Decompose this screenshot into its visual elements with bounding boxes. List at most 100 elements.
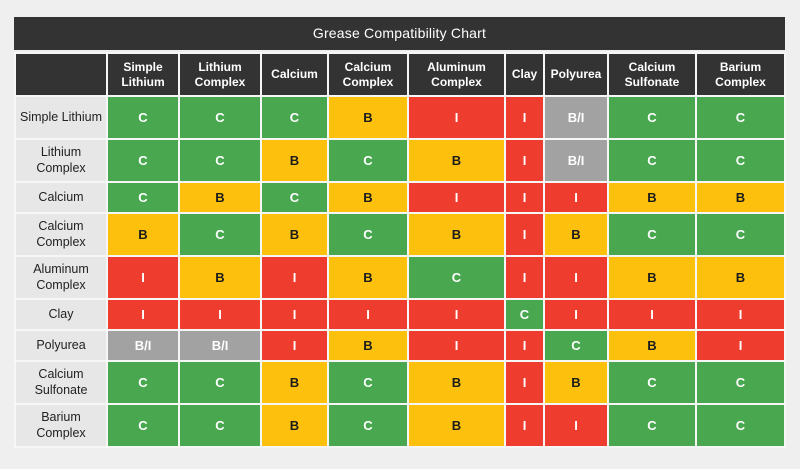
compat-cell-lithium-complex--lithium-complex: C [178,138,262,183]
compat-cell-polyurea--calcium: I [260,329,329,362]
compat-cell-polyurea--calcium-complex: B [327,329,409,362]
compat-cell-lithium-complex--barium-complex: C [695,138,786,183]
table-row-polyurea: Polyurea B/I B/I I B I I C B I [14,329,786,362]
compat-cell-aluminum-complex--calcium-complex: B [327,255,409,300]
compat-cell-clay--clay: C [504,298,545,331]
compat-cell-calcium-sulfonate--calcium: B [260,360,329,405]
compat-cell-calcium-sulfonate--calcium-sulfonate: C [607,360,697,405]
compat-cell-calcium--simple-lithium: C [106,181,180,214]
row-header-simple-lithium: Simple Lithium [14,95,108,140]
compat-cell-barium-complex--clay: I [504,403,545,448]
compat-cell-barium-complex--aluminum-complex: B [407,403,506,448]
compat-cell-lithium-complex--calcium-complex: C [327,138,409,183]
compat-cell-clay--aluminum-complex: I [407,298,506,331]
compat-cell-calcium-complex--simple-lithium: B [106,212,180,257]
table-row-calcium-sulfonate: Calcium Sulfonate C C B C B I B C C [14,360,786,405]
compat-cell-clay--polyurea: I [543,298,609,331]
compat-cell-calcium--clay: I [504,181,545,214]
compat-cell-calcium-sulfonate--aluminum-complex: B [407,360,506,405]
table-row-simple-lithium: Simple Lithium C C C B I I B/I C C [14,95,786,140]
compat-cell-calcium-complex--lithium-complex: C [178,212,262,257]
row-header-aluminum-complex: Aluminum Complex [14,255,108,300]
table-row-clay: Clay I I I I I C I I I [14,298,786,331]
compat-cell-clay--calcium-complex: I [327,298,409,331]
compat-cell-polyurea--aluminum-complex: I [407,329,506,362]
compat-cell-aluminum-complex--polyurea: I [543,255,609,300]
compat-cell-simple-lithium--simple-lithium: C [106,95,180,140]
compat-cell-barium-complex--lithium-complex: C [178,403,262,448]
compat-cell-aluminum-complex--lithium-complex: B [178,255,262,300]
column-header-calcium: Calcium [260,52,329,97]
row-header-barium-complex: Barium Complex [14,403,108,448]
compat-cell-calcium-complex--aluminum-complex: B [407,212,506,257]
table-row-calcium: Calcium C B C B I I I B B [14,181,786,214]
row-header-clay: Clay [14,298,108,331]
compatibility-table: Simple Lithium Lithium Complex Calcium Calc… [14,52,786,448]
compat-cell-aluminum-complex--clay: I [504,255,545,300]
column-header-simple-lithium: Simple Lithium [106,52,180,97]
compat-cell-polyurea--calcium-sulfonate: B [607,329,697,362]
compat-cell-lithium-complex--aluminum-complex: B [407,138,506,183]
compat-cell-lithium-complex--calcium: B [260,138,329,183]
compat-cell-lithium-complex--simple-lithium: C [106,138,180,183]
compat-cell-lithium-complex--calcium-sulfonate: C [607,138,697,183]
compat-cell-polyurea--simple-lithium: B/I [106,329,180,362]
row-header-polyurea: Polyurea [14,329,108,362]
compat-cell-simple-lithium--clay: I [504,95,545,140]
compat-cell-calcium-complex--barium-complex: C [695,212,786,257]
compat-cell-clay--simple-lithium: I [106,298,180,331]
compat-cell-clay--calcium: I [260,298,329,331]
compat-cell-simple-lithium--barium-complex: C [695,95,786,140]
compat-cell-calcium-sulfonate--clay: I [504,360,545,405]
compat-cell-calcium--lithium-complex: B [178,181,262,214]
chart-title: Grease Compatibility Chart [14,17,785,50]
compat-cell-clay--lithium-complex: I [178,298,262,331]
compat-cell-calcium--calcium-sulfonate: B [607,181,697,214]
compat-cell-calcium-sulfonate--barium-complex: C [695,360,786,405]
compat-cell-calcium-complex--polyurea: B [543,212,609,257]
compat-cell-polyurea--polyurea: C [543,329,609,362]
column-header-barium-complex: Barium Complex [695,52,786,97]
compat-cell-barium-complex--simple-lithium: C [106,403,180,448]
column-header-calcium-sulfonate: Calcium Sulfonate [607,52,697,97]
table-row-lithium-complex: Lithium Complex C C B C B I B/I C C [14,138,786,183]
corner-cell [14,52,108,97]
compat-cell-calcium--barium-complex: B [695,181,786,214]
column-header-clay: Clay [504,52,545,97]
grease-compatibility-chart: Grease Compatibility Chart Simple Lithiu… [14,17,786,448]
header-row: Simple Lithium Lithium Complex Calcium Calc… [14,52,786,97]
compat-cell-simple-lithium--lithium-complex: C [178,95,262,140]
compat-cell-calcium-complex--calcium-sulfonate: C [607,212,697,257]
compat-cell-aluminum-complex--calcium: I [260,255,329,300]
compat-cell-calcium--calcium-complex: B [327,181,409,214]
compat-cell-barium-complex--calcium-sulfonate: C [607,403,697,448]
compat-cell-calcium--polyurea: I [543,181,609,214]
compat-cell-polyurea--barium-complex: I [695,329,786,362]
compat-cell-calcium-sulfonate--polyurea: B [543,360,609,405]
row-header-calcium-sulfonate: Calcium Sulfonate [14,360,108,405]
compat-cell-calcium--aluminum-complex: I [407,181,506,214]
compat-cell-calcium-sulfonate--lithium-complex: C [178,360,262,405]
compat-cell-barium-complex--calcium: B [260,403,329,448]
row-header-lithium-complex: Lithium Complex [14,138,108,183]
column-header-calcium-complex: Calcium Complex [327,52,409,97]
column-header-aluminum-complex: Aluminum Complex [407,52,506,97]
compat-cell-lithium-complex--clay: I [504,138,545,183]
compat-cell-barium-complex--polyurea: I [543,403,609,448]
compat-cell-aluminum-complex--calcium-sulfonate: B [607,255,697,300]
table-row-barium-complex: Barium Complex C C B C B I I C C [14,403,786,448]
compat-cell-simple-lithium--calcium: C [260,95,329,140]
compat-cell-lithium-complex--polyurea: B/I [543,138,609,183]
row-header-calcium: Calcium [14,181,108,214]
compat-cell-simple-lithium--aluminum-complex: I [407,95,506,140]
table-row-calcium-complex: Calcium Complex B C B C B I B C C [14,212,786,257]
compat-cell-calcium-complex--clay: I [504,212,545,257]
compat-cell-calcium-complex--calcium-complex: C [327,212,409,257]
compat-cell-calcium-complex--calcium: B [260,212,329,257]
compat-cell-simple-lithium--calcium-complex: B [327,95,409,140]
compat-cell-aluminum-complex--barium-complex: B [695,255,786,300]
compat-cell-barium-complex--calcium-complex: C [327,403,409,448]
compat-cell-aluminum-complex--simple-lithium: I [106,255,180,300]
compat-cell-clay--barium-complex: I [695,298,786,331]
compat-cell-simple-lithium--polyurea: B/I [543,95,609,140]
